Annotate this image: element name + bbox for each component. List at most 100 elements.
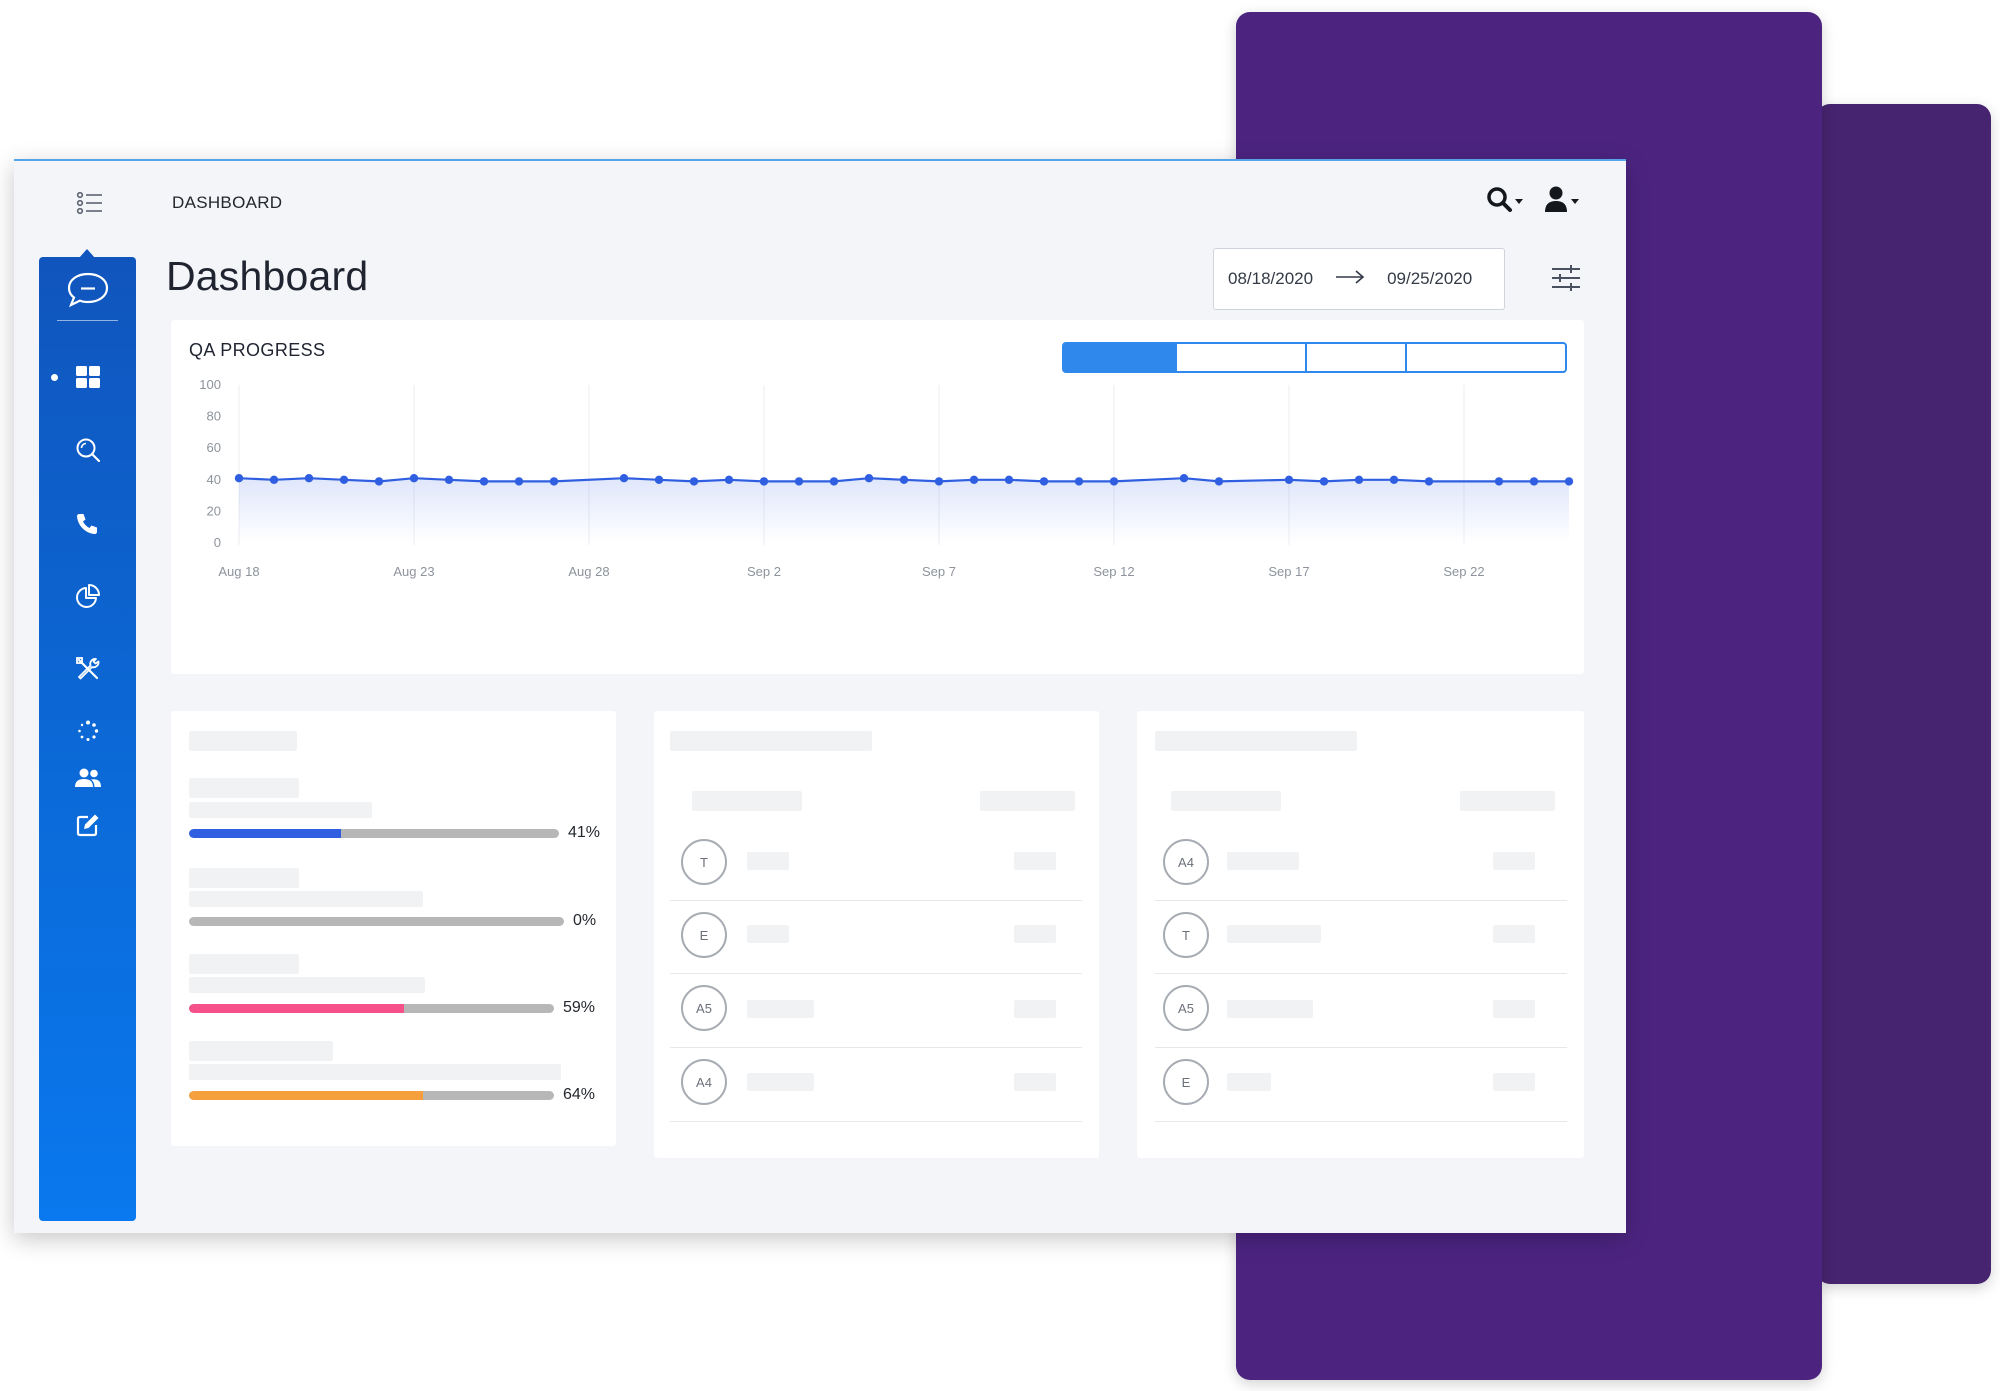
sidebar-divider	[57, 320, 118, 321]
x-tick-label: Sep 17	[1268, 564, 1309, 579]
data-point	[724, 475, 734, 484]
y-tick-label: 40	[207, 472, 221, 487]
agent-avatar[interactable]: A5	[1163, 985, 1209, 1031]
data-point	[1284, 475, 1294, 484]
data-point	[269, 475, 279, 484]
row-divider	[1155, 1121, 1567, 1122]
placeholder-sub	[189, 891, 423, 907]
chart-title: QA PROGRESS	[189, 340, 326, 360]
sidebar-item-reports[interactable]	[39, 576, 136, 616]
spinner-icon	[77, 720, 98, 741]
data-point	[864, 474, 874, 483]
data-point	[1004, 475, 1014, 484]
y-tick-label: 20	[207, 503, 221, 518]
sidebar-item-calls[interactable]	[39, 503, 136, 543]
row-divider	[1155, 973, 1567, 974]
agent-list-card-right: A4 T A5 E	[1137, 711, 1584, 1158]
app-window: DASHBOARD	[14, 159, 1626, 1233]
sidebar-item-users[interactable]	[39, 758, 136, 798]
agent-avatar[interactable]: T	[681, 839, 727, 885]
placeholder-label	[189, 1041, 333, 1061]
range-segment-3[interactable]	[1305, 342, 1407, 373]
range-segment-1[interactable]	[1062, 342, 1179, 373]
agent-avatar[interactable]: E	[1163, 1059, 1209, 1105]
qa-line-chart: 0 20 40 60 80 100 Aug 18 Aug 23 Aug 28 Sep 2 Sep …	[199, 380, 1574, 579]
data-point	[1564, 477, 1574, 486]
sidebar-item-edit[interactable]	[39, 805, 136, 845]
data-point	[1424, 477, 1434, 486]
data-point	[339, 475, 349, 484]
data-point	[899, 475, 909, 484]
y-tick-label: 100	[199, 380, 221, 392]
data-point	[1109, 477, 1119, 486]
row-divider	[670, 900, 1082, 901]
qa-progress-card: QA PROGRESS 0 20 40 60 80 100 Aug 18 Aug 23 Aug…	[171, 320, 1584, 674]
data-point	[479, 477, 489, 486]
x-tick-label: Sep 12	[1093, 564, 1134, 579]
data-point	[794, 477, 804, 486]
agent-avatar[interactable]: A4	[681, 1059, 727, 1105]
data-point	[549, 477, 559, 486]
y-tick-label: 0	[214, 535, 221, 550]
placeholder-sub	[189, 1064, 561, 1080]
data-point	[969, 475, 979, 484]
user-dropdown[interactable]	[1544, 185, 1584, 220]
active-indicator	[51, 374, 58, 381]
agent-avatar[interactable]: E	[681, 912, 727, 958]
agent-avatar[interactable]: T	[1163, 912, 1209, 958]
placeholder-name	[747, 1000, 814, 1018]
search-dropdown[interactable]	[1486, 185, 1526, 220]
placeholder-name	[747, 925, 789, 943]
data-point	[654, 475, 664, 484]
date-end: 09/25/2020	[1387, 269, 1473, 288]
series-area	[239, 478, 1569, 543]
x-tick-label: Aug 28	[568, 564, 609, 579]
placeholder-value	[1014, 1000, 1056, 1018]
x-tick-label: Sep 22	[1443, 564, 1484, 579]
date-range-picker[interactable]: 08/18/2020 09/25/2020	[1213, 248, 1505, 310]
placeholder-name	[747, 1073, 814, 1091]
data-point	[1389, 475, 1399, 484]
sliders-icon	[1552, 265, 1580, 291]
placeholder-value	[1014, 852, 1056, 870]
placeholder-value	[1493, 925, 1535, 943]
range-segment-2[interactable]	[1177, 342, 1307, 373]
row-divider	[670, 1121, 1082, 1122]
agent-avatar[interactable]: A5	[681, 985, 727, 1031]
progress-pct-1: 41%	[568, 824, 601, 841]
decor-card-back	[1816, 104, 1991, 1284]
search-icon	[76, 438, 100, 463]
sidebar-item-search[interactable]	[39, 430, 136, 470]
chat-logo-icon[interactable]	[66, 271, 110, 314]
filter-settings-button[interactable]	[1551, 264, 1581, 297]
agent-list-card-middle: T E A5 A4	[654, 711, 1099, 1158]
data-point	[234, 474, 244, 483]
placeholder-col-header	[980, 791, 1075, 811]
data-point	[409, 474, 419, 483]
placeholder-name	[1227, 852, 1299, 870]
menu-list-icon[interactable]	[76, 191, 104, 215]
progress-pct-2: 0%	[573, 912, 597, 929]
y-tick-label: 60	[207, 440, 221, 455]
pie-chart-icon	[75, 584, 100, 608]
users-icon	[74, 768, 101, 787]
placeholder-name	[1227, 1000, 1313, 1018]
agent-avatar[interactable]: A4	[1163, 839, 1209, 885]
placeholder-label	[189, 868, 299, 888]
phone-icon	[76, 514, 97, 534]
row-divider	[1155, 900, 1567, 901]
x-tick-label: Sep 7	[922, 564, 956, 579]
data-point	[829, 477, 839, 486]
breadcrumb: DASHBOARD	[172, 193, 283, 212]
sidebar-item-status[interactable]	[39, 711, 136, 751]
sidebar-item-dashboard[interactable]	[39, 357, 136, 397]
placeholder-col-header	[1460, 791, 1555, 811]
progress-pct-3: 59%	[563, 999, 596, 1016]
x-tick-label: Aug 23	[393, 564, 434, 579]
sidebar-item-tools[interactable]	[39, 649, 136, 689]
x-tick-label: Sep 2	[747, 564, 781, 579]
range-segment-4[interactable]	[1405, 342, 1567, 373]
search-icon	[1487, 187, 1523, 212]
data-point	[689, 477, 699, 486]
